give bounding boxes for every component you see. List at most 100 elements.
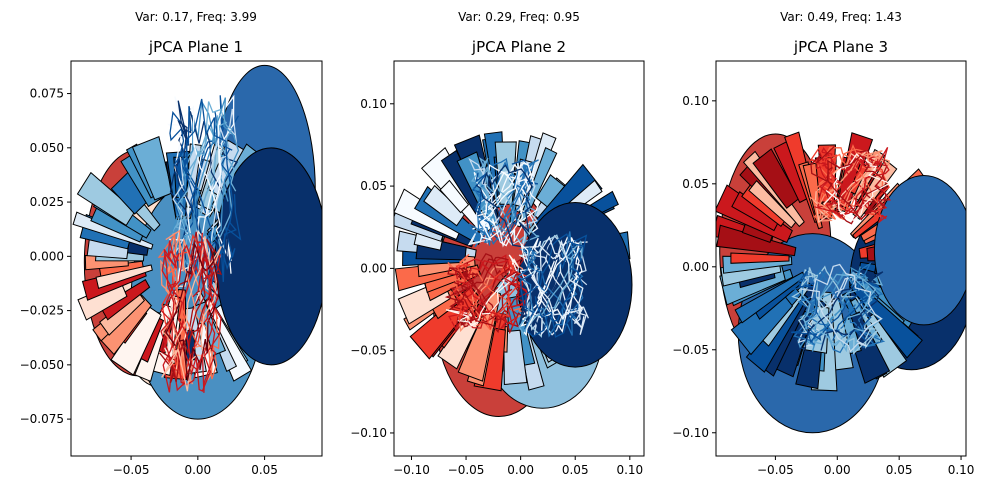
panel-3-title: jPCA Plane 3 — [793, 38, 888, 56]
trajectory-line — [518, 237, 581, 334]
trajectory-line — [518, 240, 583, 336]
trajectory-line — [447, 267, 531, 335]
y-tick-label: 0.00 — [360, 261, 387, 275]
trajectory-wedge — [76, 171, 136, 227]
y-tick-label: 0.000 — [30, 249, 64, 263]
y-tick-label: 0.05 — [360, 179, 387, 193]
trajectory-line — [472, 161, 535, 246]
x-tick-label: 0.10 — [616, 463, 643, 477]
axes-frame — [715, 60, 967, 457]
trajectory-line — [823, 153, 892, 221]
y-tick-label: 0.075 — [30, 87, 64, 101]
x-tick-label: 0.00 — [824, 463, 851, 477]
trajectory-line — [477, 163, 540, 247]
trajectory-wedge — [494, 141, 517, 205]
trajectory-line — [158, 238, 222, 383]
panel-2-plot: −0.10 −0.05 0.00 0.05 0.10 −0.10 −0.05 0.00 0.05… — [350, 60, 645, 477]
start-ellipse — [873, 175, 966, 326]
trajectory-wedge — [730, 252, 790, 264]
trajectory-wedge — [748, 180, 797, 229]
trajectory-wedge — [131, 136, 173, 201]
trajectory-line — [809, 146, 890, 220]
trajectory-line — [521, 234, 579, 338]
y-tick-label: −0.10 — [350, 426, 387, 440]
trajectory-line — [826, 154, 887, 221]
panel-3-annotation: Var: 0.49, Freq: 1.43 — [780, 10, 902, 24]
trajectory-wedge — [423, 184, 466, 227]
x-tick-label: 0.10 — [948, 463, 975, 477]
y-tick-label: 0.05 — [682, 177, 709, 191]
y-tick-label: −0.050 — [20, 358, 64, 372]
trajectory-line — [814, 146, 890, 219]
trajectory-line — [479, 161, 535, 248]
trajectory-line — [165, 243, 220, 381]
axes-frame — [393, 60, 645, 457]
trajectory-line — [168, 241, 219, 393]
panel-3-plot: −0.05 0.00 0.05 0.10 −0.10 −0.05 0.00 0.05 0.10 — [672, 60, 975, 477]
trajectory-wedge — [95, 264, 153, 289]
trajectory-line — [804, 273, 883, 353]
panel-1: Var: 0.17, Freq: 3.99 jPCA Plane 1 −0.05… — [20, 10, 323, 477]
trajectory-line — [445, 254, 520, 327]
axes-frame — [70, 60, 323, 457]
x-tick-label: 0.05 — [886, 463, 913, 477]
trajectory-line — [176, 101, 236, 278]
panel-3-plot-area — [716, 131, 966, 434]
trajectory-line — [525, 233, 584, 338]
trajectory-line — [157, 233, 221, 380]
y-tick-label: −0.05 — [672, 343, 709, 357]
x-tick-label: 0.00 — [507, 463, 534, 477]
trajectory-wedge — [110, 305, 162, 376]
trajectory-line — [453, 258, 519, 329]
x-tick-label: −0.05 — [113, 463, 150, 477]
trajectory-wedge — [734, 271, 806, 324]
trajectory-line — [168, 94, 235, 289]
y-tick-label: 0.10 — [360, 97, 387, 111]
panel-3: Var: 0.49, Freq: 1.43 jPCA Plane 3 −0.05… — [672, 10, 974, 477]
trajectory-wedge — [752, 148, 800, 209]
trajectory-line — [169, 97, 240, 287]
panel-2-title: jPCA Plane 2 — [471, 38, 566, 56]
y-tick-label: −0.075 — [20, 412, 64, 426]
trajectory-line — [160, 231, 213, 384]
y-tick-label: −0.025 — [20, 304, 64, 318]
panel-2: Var: 0.29, Freq: 0.95 jPCA Plane 2 −0.10… — [350, 10, 645, 477]
x-tick-label: −0.05 — [757, 463, 794, 477]
panel-2-annotation: Var: 0.29, Freq: 0.95 — [458, 10, 580, 24]
trajectory-line — [169, 106, 242, 284]
trajectory-line — [181, 98, 237, 285]
trajectory-line — [817, 151, 882, 222]
x-tick-label: 0.05 — [562, 463, 589, 477]
trajectory-line — [169, 110, 242, 271]
trajectory-line — [456, 256, 529, 334]
x-tick-label: 0.05 — [251, 463, 278, 477]
trajectory-wedge — [77, 280, 128, 321]
panel-1-annotation: Var: 0.17, Freq: 3.99 — [135, 10, 257, 24]
trajectory-line — [519, 234, 588, 338]
y-tick-label: −0.10 — [672, 426, 709, 440]
x-tick-label: 0.00 — [184, 463, 211, 477]
y-tick-label: 0.10 — [682, 94, 709, 108]
trajectory-line — [471, 159, 539, 243]
x-tick-label: −0.10 — [393, 463, 430, 477]
x-tick-label: −0.05 — [448, 463, 485, 477]
trajectory-line — [447, 253, 528, 331]
y-tick-label: −0.05 — [350, 344, 387, 358]
trajectory-line — [520, 237, 584, 334]
trajectory-line — [811, 150, 875, 224]
y-tick-label: 0.00 — [682, 260, 709, 274]
trajectory-line — [456, 259, 530, 330]
trajectory-wedge — [409, 285, 480, 360]
trajectory-line — [475, 164, 534, 248]
trajectory-wedge — [716, 224, 797, 257]
panel-1-plot: −0.05 0.00 0.05 −0.075 −0.050 −0.025 0.000 0.02… — [20, 60, 323, 477]
y-tick-label: 0.050 — [30, 141, 64, 155]
panel-2-plot-area — [394, 131, 633, 417]
trajectory-line — [533, 235, 584, 325]
panel-1-title: jPCA Plane 1 — [148, 38, 243, 56]
trajectory-wedge — [439, 179, 470, 214]
y-tick-label: 0.025 — [30, 195, 64, 209]
trajectory-line — [800, 263, 883, 353]
trajectory-line — [478, 157, 538, 244]
